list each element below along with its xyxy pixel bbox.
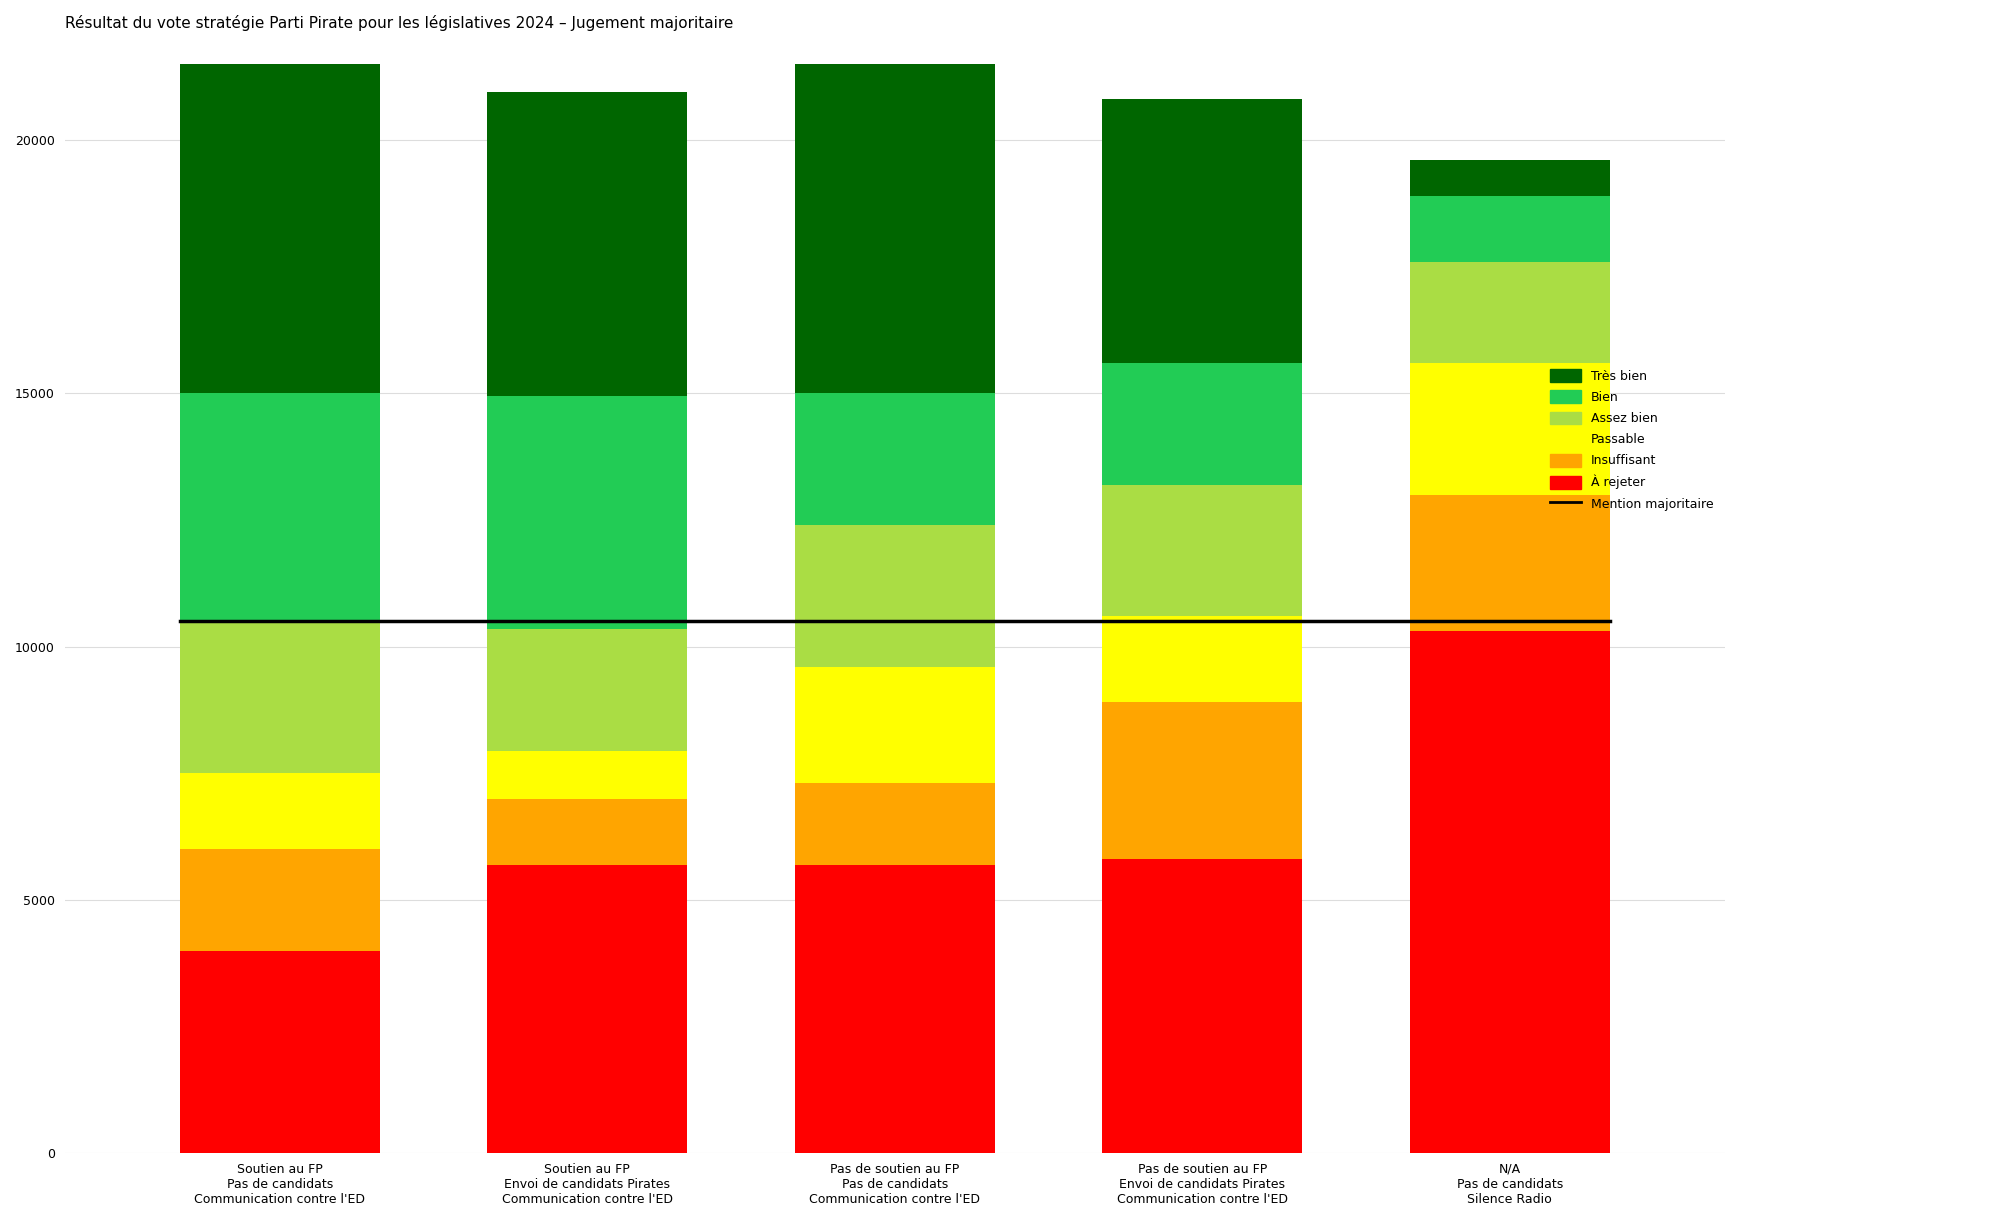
Bar: [794, 393, 994, 525]
Bar: [1102, 485, 1302, 617]
Bar: [794, 667, 994, 784]
Bar: [488, 92, 688, 396]
Bar: [180, 393, 380, 621]
Bar: [488, 629, 688, 751]
Bar: [180, 850, 380, 951]
Bar: [1410, 495, 1610, 631]
Bar: [794, 784, 994, 864]
Bar: [1410, 363, 1610, 495]
Bar: [180, 621, 380, 773]
Bar: [1102, 860, 1302, 1154]
Bar: [488, 396, 688, 629]
Bar: [488, 799, 688, 864]
Bar: [488, 864, 688, 1154]
Bar: [1102, 702, 1302, 860]
Bar: [1410, 631, 1610, 1154]
Bar: [794, 63, 994, 393]
Legend: Très bien, Bien, Assez bien, Passable, Insuffisant, À rejeter, Mention majoritai: Très bien, Bien, Assez bien, Passable, I…: [1544, 364, 1718, 515]
Bar: [180, 773, 380, 850]
Bar: [1102, 617, 1302, 702]
Text: Résultat du vote stratégie Parti Pirate pour les législatives 2024 – Jugement ma: Résultat du vote stratégie Parti Pirate …: [64, 15, 732, 31]
Bar: [1102, 99, 1302, 363]
Bar: [488, 751, 688, 799]
Bar: [1102, 363, 1302, 485]
Bar: [180, 63, 380, 393]
Bar: [1410, 195, 1610, 261]
Bar: [1410, 261, 1610, 363]
Bar: [794, 525, 994, 667]
Bar: [1410, 160, 1610, 195]
Bar: [794, 864, 994, 1154]
Bar: [180, 951, 380, 1154]
